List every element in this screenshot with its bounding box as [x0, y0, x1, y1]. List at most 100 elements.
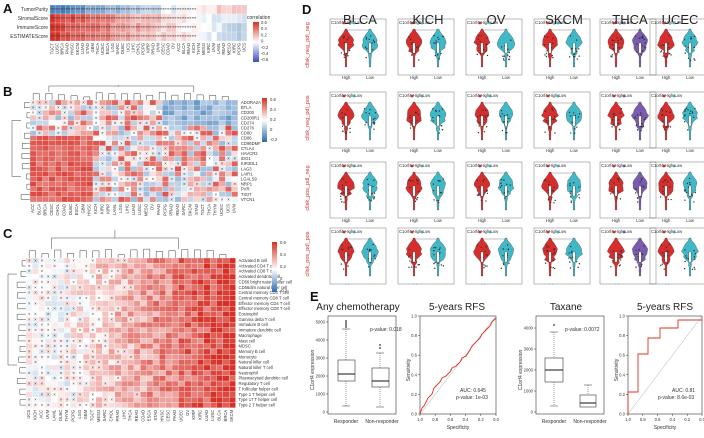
- panel-b-cell: [29, 130, 37, 136]
- panel-d-dot: [545, 55, 548, 58]
- panel-c-cell: [159, 348, 166, 355]
- panel-d-dot: [570, 201, 573, 204]
- panel-b-cell: [199, 110, 207, 116]
- panel-c-cell: [159, 364, 166, 371]
- panel-d-dot: [578, 263, 581, 265]
- panel-c-cell: [216, 289, 223, 296]
- panel-d-legend: C1orf4 High Low: [535, 229, 567, 234]
- panel-d-xlabel: Low: [636, 284, 645, 285]
- panel-b-nonsig: ×: [152, 177, 155, 182]
- panel-c-cell: [121, 364, 128, 371]
- panel-c-nonsig: ×: [47, 306, 50, 311]
- panel-d-dot: [552, 118, 554, 121]
- panel-c-nonsig: ×: [41, 370, 44, 375]
- panel-c-nonsig: ×: [60, 338, 63, 343]
- panel-c-cell: [184, 364, 192, 371]
- panel-b-col-label: CHOL: [55, 203, 60, 215]
- panel-b-nonsig: ×: [221, 131, 224, 136]
- panel-b-nonsig: ×: [139, 120, 142, 125]
- panel-c-cell: [178, 306, 185, 312]
- panel-c-cell: [95, 370, 103, 376]
- panel-c-cell: [159, 306, 166, 312]
- panel-d-dot: [486, 43, 488, 46]
- panel-d-xlabel: Low: [636, 218, 645, 223]
- panel-c-cell: [216, 332, 223, 339]
- panel-b-cell: [181, 196, 188, 203]
- panel-d-dot: [664, 179, 666, 182]
- panel-b-cell: [168, 140, 176, 147]
- panel-d-dot: [345, 53, 348, 55]
- panel-d-dot: [368, 112, 371, 115]
- panel-c-nonsig: ×: [60, 295, 63, 300]
- panel-d-xlabel: Low: [366, 75, 375, 80]
- panel-a-sig: ***: [136, 7, 141, 12]
- panel-b-cell: [67, 135, 75, 141]
- panel-d-xlabel: High: [478, 218, 487, 223]
- panel-d-dot: [694, 258, 696, 260]
- panel-d-dot: [617, 119, 619, 121]
- panel-b-cell: [174, 130, 182, 136]
- panel-c-cell: [140, 306, 147, 312]
- panel-c-cell: [102, 348, 109, 355]
- panel-a-sig: ***: [186, 25, 191, 30]
- panel-d-dot: [409, 260, 411, 262]
- panel-c-cell: [190, 289, 198, 296]
- e3-ylabel: C1orf4 expression: [518, 349, 524, 390]
- panel-b-nonsig: ×: [101, 182, 104, 187]
- panel-a-sig: ***: [60, 7, 65, 12]
- panel-b-cell: [92, 135, 100, 141]
- panel-b-nonsig: ×: [215, 161, 218, 166]
- panel-c-nonsig: ×: [91, 365, 94, 370]
- panel-d-dot: [417, 47, 420, 49]
- roc-ytick: 0.4: [619, 372, 625, 377]
- panel-c-cell: [222, 295, 230, 301]
- panel-b-cell: [199, 145, 207, 152]
- panel-c-cell: [114, 295, 122, 301]
- panel-d-cancer-label: THCA: [612, 12, 648, 27]
- panel-c-cell: [184, 343, 192, 350]
- panel-b-cell: [181, 191, 188, 198]
- panel-d-dot: [344, 181, 347, 184]
- panel-c-cell: [210, 273, 217, 280]
- panel-b-nonsig: ×: [158, 120, 161, 125]
- panel-d-dot: [507, 48, 509, 51]
- panel-b-gene-label: LAG3: [241, 166, 252, 171]
- panel-c-nonsig: ×: [104, 279, 107, 284]
- panel-d-dot: [502, 262, 505, 264]
- panel-b-cell: [124, 161, 131, 167]
- panel-c-cell: [133, 279, 141, 285]
- panel-c-cell: [121, 386, 128, 392]
- panel-c-cell: [159, 343, 166, 350]
- panel-b-cell: [174, 104, 182, 111]
- panel-c-cell: [133, 370, 141, 376]
- panel-d-legend: C1orf4 High Low: [331, 229, 363, 234]
- panel-d-xlabel: Low: [502, 284, 511, 285]
- panel-b-cell: [67, 166, 75, 172]
- panel-d-xlabel: High: [546, 218, 555, 223]
- panel-c-cell: [159, 338, 166, 344]
- panel-b-cell: [225, 99, 232, 106]
- panel-c-cell: [178, 380, 185, 387]
- panel-e-plots: Any chemotherapy C1orf4 expression 50004…: [310, 302, 704, 431]
- panel-b-col-label: GBM: [80, 203, 85, 213]
- panel-c-nonsig: ×: [28, 312, 31, 317]
- panel-c-cell: [127, 268, 135, 275]
- panel-c-nonsig: ×: [34, 290, 37, 295]
- panel-c-cell: [127, 306, 135, 312]
- panel-a-cell: [236, 13, 243, 24]
- panel-b-cell: [181, 186, 188, 192]
- panel-d-dot: [409, 127, 412, 129]
- panel-d-dot: [643, 118, 646, 121]
- panel-d-dot: [642, 45, 644, 47]
- panel-c-cell: [171, 327, 179, 334]
- panel-d-dot: [634, 35, 637, 38]
- panel-d-dot: [544, 131, 546, 133]
- panel-b-cell: [105, 120, 113, 126]
- panel-b-cell: [73, 104, 81, 111]
- panel-b-cell: [105, 104, 113, 111]
- panel-c-cell: [51, 396, 58, 403]
- panel-b-nonsig: ×: [221, 197, 224, 202]
- panel-b-cell: [206, 120, 213, 126]
- panel-c-cell: [83, 348, 90, 355]
- panel-d-legend: C1orf4 High Low: [601, 20, 633, 25]
